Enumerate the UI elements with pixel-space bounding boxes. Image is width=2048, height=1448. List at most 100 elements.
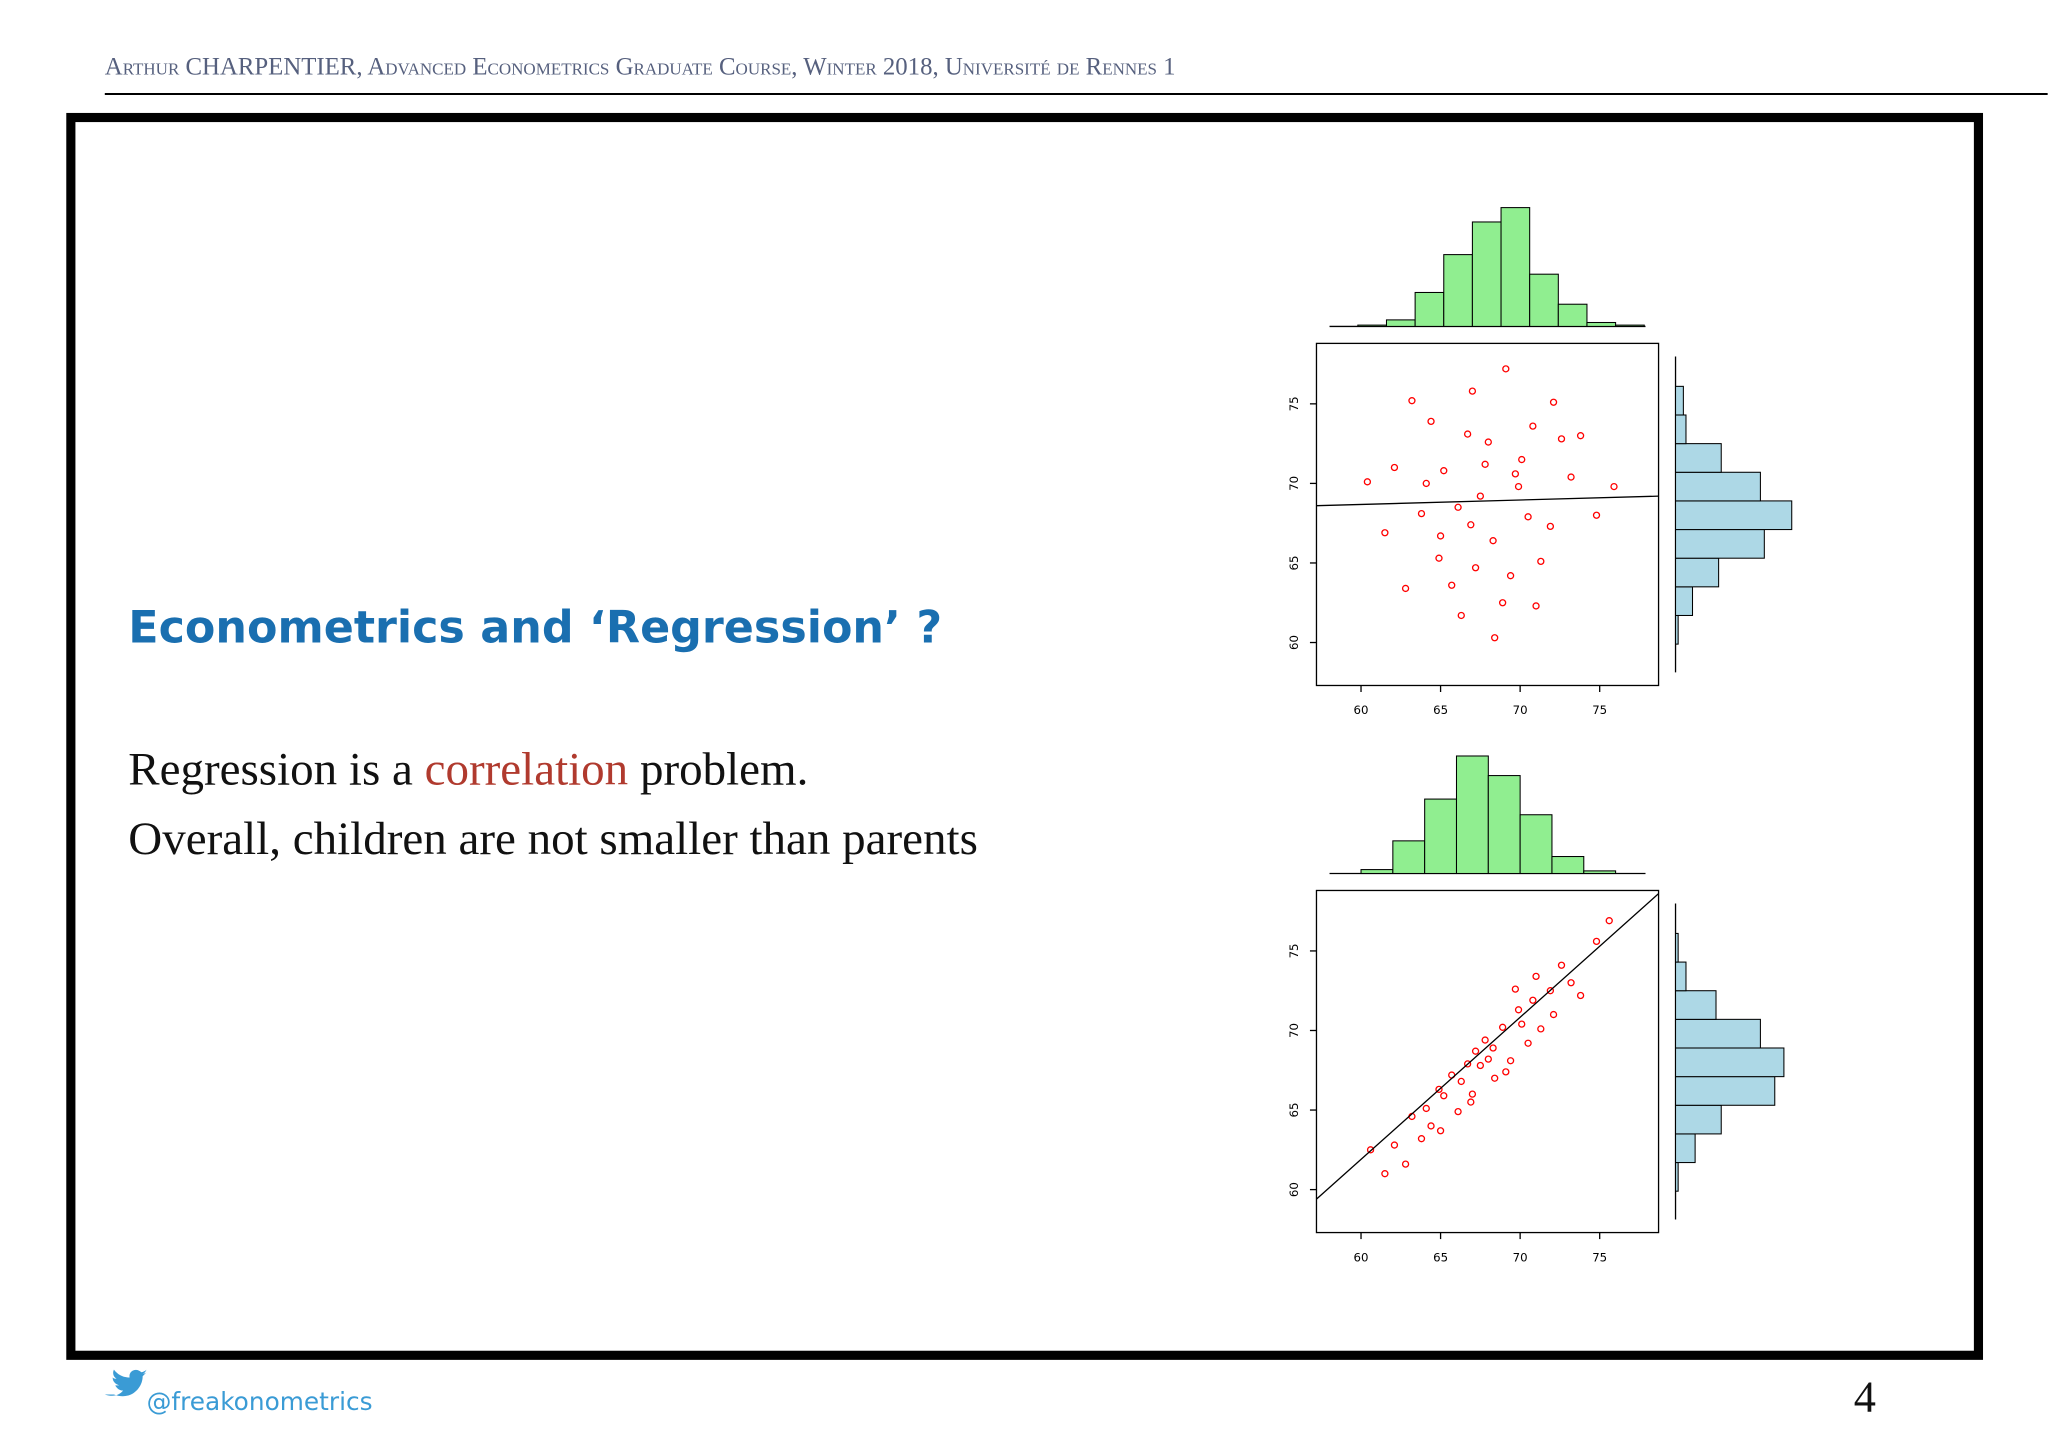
y-tick-label: 60 xyxy=(1287,635,1301,650)
hist-bar xyxy=(1455,755,1489,875)
hist-bar xyxy=(1675,990,1717,1020)
point xyxy=(1440,1092,1448,1100)
x-tick-label: 75 xyxy=(1592,703,1607,717)
hist-bar xyxy=(1675,1104,1722,1135)
hist-bar xyxy=(1675,1162,1679,1192)
hist-bar xyxy=(1500,207,1531,327)
hist-bar xyxy=(1675,1076,1776,1106)
body-text: Regression is a xyxy=(128,744,413,796)
point xyxy=(1422,479,1430,488)
point xyxy=(1567,473,1575,481)
hist-bar xyxy=(1675,1047,1785,1078)
point xyxy=(1546,522,1555,531)
point xyxy=(1463,1060,1472,1068)
hist-bar xyxy=(1675,500,1793,531)
point xyxy=(1435,1085,1443,1094)
point xyxy=(1514,482,1523,491)
header: Arthur CHARPENTIER, Advanced Econometric… xyxy=(105,53,1176,80)
point xyxy=(1481,460,1489,468)
point xyxy=(1454,503,1462,511)
y-tick-label: 65 xyxy=(1287,555,1301,570)
hist-bar xyxy=(1675,1018,1761,1049)
point xyxy=(1381,1170,1389,1178)
point xyxy=(1524,1039,1532,1047)
hist-bar xyxy=(1557,303,1588,327)
point xyxy=(1390,463,1399,472)
point xyxy=(1537,1025,1545,1033)
y-tick-label: 75 xyxy=(1287,943,1301,958)
hist-bar xyxy=(1443,254,1473,327)
y-tick-label: 70 xyxy=(1287,476,1301,491)
x-tick-label: 75 xyxy=(1592,1250,1607,1264)
point xyxy=(1532,602,1540,610)
point xyxy=(1605,917,1613,925)
x-tick-label: 60 xyxy=(1354,1250,1369,1264)
point xyxy=(1381,529,1389,537)
hist-bar xyxy=(1675,586,1694,616)
point xyxy=(1427,417,1435,426)
twitter-icon xyxy=(104,1369,147,1397)
hist-bar xyxy=(1487,775,1521,875)
hist-bar xyxy=(1675,961,1687,992)
point xyxy=(1549,1010,1558,1019)
point xyxy=(1366,1146,1375,1154)
plot-box xyxy=(1315,342,1660,687)
point xyxy=(1408,397,1416,405)
point xyxy=(1549,398,1558,406)
point xyxy=(1546,987,1555,995)
hist-bar xyxy=(1675,529,1765,559)
hist-bar xyxy=(1675,443,1722,473)
point xyxy=(1506,572,1515,580)
point xyxy=(1484,1055,1492,1063)
hist-bar xyxy=(1615,324,1645,327)
hist-bar xyxy=(1675,471,1761,502)
point xyxy=(1576,991,1585,1000)
point xyxy=(1363,478,1372,486)
point xyxy=(1576,432,1585,440)
x-tick-label: 65 xyxy=(1433,1250,1448,1264)
point xyxy=(1489,1044,1497,1052)
frame xyxy=(66,112,1984,1360)
y-tick-label: 65 xyxy=(1287,1103,1301,1118)
hist-bar xyxy=(1675,385,1684,416)
point xyxy=(1481,1036,1489,1044)
point xyxy=(1511,470,1520,478)
footer-handle: @freakonometrics xyxy=(147,1387,373,1416)
highlight: correlation xyxy=(425,744,629,796)
point xyxy=(1476,1061,1485,1070)
point xyxy=(1557,435,1566,443)
hist-bar xyxy=(1675,614,1679,645)
point xyxy=(1529,422,1537,430)
body-text: problem. xyxy=(640,744,808,796)
y-tick-label: 70 xyxy=(1287,1023,1301,1038)
point xyxy=(1484,438,1492,446)
body-line: Regression is a correlation problem. xyxy=(128,744,808,796)
hist-bar xyxy=(1471,221,1502,327)
hist-bar xyxy=(1675,414,1687,445)
point xyxy=(1467,521,1475,529)
point xyxy=(1471,564,1480,572)
point xyxy=(1436,1127,1445,1135)
point xyxy=(1498,599,1507,607)
hist-bar xyxy=(1675,1133,1696,1164)
point xyxy=(1454,1107,1462,1116)
point xyxy=(1457,611,1465,620)
slide-title: Econometrics and ‘Regression’ ? xyxy=(128,602,942,653)
point xyxy=(1592,937,1601,946)
hist-bar xyxy=(1392,840,1426,875)
point xyxy=(1529,996,1537,1004)
scatter-points xyxy=(1363,365,1618,642)
hist-bar xyxy=(1586,321,1617,327)
point xyxy=(1476,492,1485,500)
point xyxy=(1592,511,1601,519)
point xyxy=(1491,634,1499,642)
point xyxy=(1511,985,1520,993)
body-line: Overall, children are not smaller than p… xyxy=(128,813,978,865)
hist-bar xyxy=(1583,870,1617,875)
scatter-points xyxy=(1366,917,1613,1178)
hist-bar xyxy=(1360,869,1394,875)
x-tick-label: 60 xyxy=(1354,703,1369,717)
hist-bar xyxy=(1675,557,1720,588)
point xyxy=(1518,1020,1526,1028)
